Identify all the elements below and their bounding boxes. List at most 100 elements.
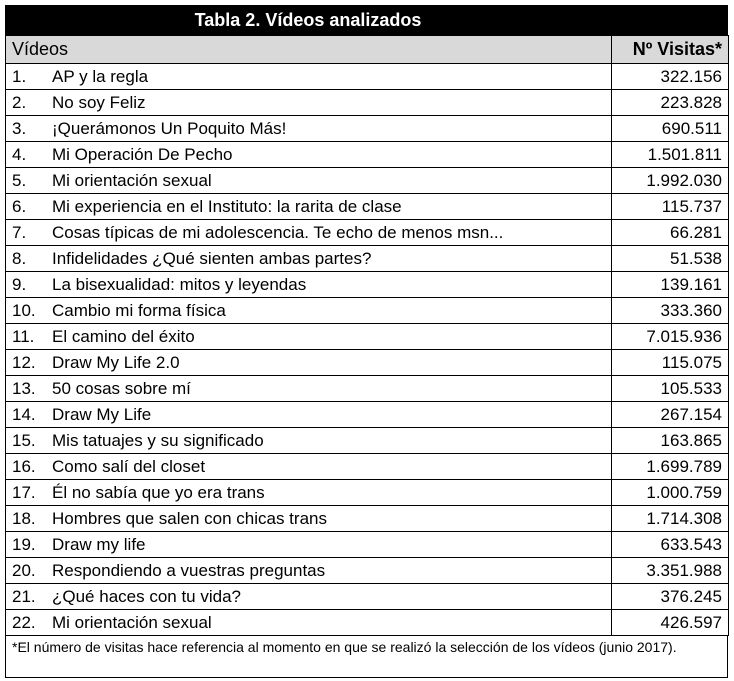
title-bar: Tabla 2. Vídeos analizados: [5, 5, 728, 35]
video-title: El camino del éxito: [52, 326, 195, 346]
video-title: Cosas típicas de mi adolescencia. Te ech…: [52, 222, 504, 242]
row: 16. Como salí del closet 1.699.789: [5, 453, 729, 480]
video-cell: 20. Respondiendo a vuestras preguntas: [5, 557, 612, 584]
visits-cell: 333.360: [611, 297, 729, 324]
video-title: AP y la regla: [52, 66, 149, 86]
visits-cell: 3.351.988: [611, 557, 729, 584]
video-cell: 12. Draw My Life 2.0: [5, 349, 612, 376]
video-title: Draw my life: [52, 534, 146, 554]
video-title: Infidelidades ¿Qué sienten ambas partes?: [52, 248, 372, 268]
visits-cell: 115.737: [611, 193, 729, 220]
row: 2. No soy Feliz 223.828: [5, 89, 729, 116]
row: 5. Mi orientación sexual 1.992.030: [5, 167, 729, 194]
row-number: 3.: [12, 118, 27, 138]
visits-cell: 139.161: [611, 271, 729, 298]
row-number: 2.: [12, 92, 27, 112]
visits-cell: 1.501.811: [611, 141, 729, 168]
row-number: 8.: [12, 248, 27, 268]
video-cell: 8. Infidelidades ¿Qué sienten ambas parte…: [5, 245, 612, 272]
row: 7. Cosas típicas de mi adolescencia. Te e…: [5, 219, 729, 246]
table-document: Tabla 2. Vídeos analizados Vídeos Nº Vis…: [5, 5, 729, 678]
row: 4. Mi Operación De Pecho 1.501.811: [5, 141, 729, 168]
row: 18. Hombres que salen con chicas trans 1.7…: [5, 505, 729, 532]
video-cell: 14. Draw My Life: [5, 401, 612, 428]
video-cell: 13. 50 cosas sobre mí: [5, 375, 612, 402]
video-title: Mis tatuajes y su significado: [52, 430, 264, 450]
video-cell: 16. Como salí del closet: [5, 453, 612, 480]
row-number: 18.: [12, 508, 36, 528]
video-title: Mi orientación sexual: [52, 170, 212, 190]
row: 3. ¡Querámonos Un Poquito Más! 690.511: [5, 115, 729, 142]
row: 13. 50 cosas sobre mí 105.533: [5, 375, 729, 402]
video-cell: 1. AP y la regla: [5, 63, 612, 90]
video-cell: 2. No soy Feliz: [5, 89, 612, 116]
video-title: ¡Querámonos Un Poquito Más!: [52, 118, 287, 138]
row: 21. ¿Qué haces con tu vida? 376.245: [5, 583, 729, 610]
row-number: 19.: [12, 534, 36, 554]
table: Vídeos Nº Visitas* 1. AP y la regla 322.15…: [5, 35, 729, 636]
video-title: ¿Qué haces con tu vida?: [52, 586, 242, 606]
video-cell: 19. Draw my life: [5, 531, 612, 558]
header-row: Vídeos Nº Visitas*: [5, 35, 729, 64]
row: 15. Mis tatuajes y su significado 163.865: [5, 427, 729, 454]
row: 6. Mi experiencia en el Instituto: la rar…: [5, 193, 729, 220]
row-number: 21.: [12, 586, 36, 606]
video-cell: 18. Hombres que salen con chicas trans: [5, 505, 612, 532]
table-body: 1. AP y la regla 322.156 2. No soy Feliz 223.…: [5, 63, 729, 636]
visits-cell: 690.511: [611, 115, 729, 142]
video-cell: 5. Mi orientación sexual: [5, 167, 612, 194]
row-number: 15.: [12, 430, 36, 450]
row-number: 5.: [12, 170, 27, 190]
visits-cell: 426.597: [611, 609, 729, 636]
video-title: Mi orientación sexual: [52, 612, 212, 632]
row: 8. Infidelidades ¿Qué sienten ambas parte…: [5, 245, 729, 272]
row-number: 4.: [12, 144, 27, 164]
video-title: Como salí del closet: [52, 456, 206, 476]
video-cell: 10. Cambio mi forma física: [5, 297, 612, 324]
row-number: 14.: [12, 404, 36, 424]
video-title: Draw My Life: [52, 404, 152, 424]
visits-cell: 7.015.936: [611, 323, 729, 350]
video-title: La bisexualidad: mitos y leyendas: [52, 274, 307, 294]
video-title: Cambio mi forma física: [52, 300, 226, 320]
row: 20. Respondiendo a vuestras preguntas 3.35…: [5, 557, 729, 584]
visits-cell: 322.156: [611, 63, 729, 90]
video-title: Respondiendo a vuestras preguntas: [52, 560, 326, 580]
row: 17. Él no sabía que yo era trans 1.000.759: [5, 479, 729, 506]
row-number: 12.: [12, 352, 36, 372]
visits-cell: 1.699.789: [611, 453, 729, 480]
row: 19. Draw my life 633.543: [5, 531, 729, 558]
video-title: Él no sabía que yo era trans: [52, 482, 265, 502]
video-title: Hombres que salen con chicas trans: [52, 508, 327, 528]
row: 1. AP y la regla 322.156: [5, 63, 729, 90]
video-title: Mi Operación De Pecho: [52, 144, 233, 164]
visits-cell: 105.533: [611, 375, 729, 402]
visits-cell: 267.154: [611, 401, 729, 428]
visits-cell: 1.992.030: [611, 167, 729, 194]
visits-cell: 115.075: [611, 349, 729, 376]
row: 14. Draw My Life 267.154: [5, 401, 729, 428]
title: Tabla 2. Vídeos analizados: [194, 10, 422, 30]
video-title: No soy Feliz: [52, 92, 146, 112]
row-number: 9.: [12, 274, 27, 294]
visits-cell: 633.543: [611, 531, 729, 558]
video-cell: 7. Cosas típicas de mi adolescencia. Te e…: [5, 219, 612, 246]
row-number: 10.: [12, 300, 36, 320]
visits-cell: 66.281: [611, 219, 729, 246]
row-number: 16.: [12, 456, 36, 476]
row-number: 7.: [12, 222, 27, 242]
visits-cell: 1.000.759: [611, 479, 729, 506]
footnote: *El número de visitas hace referencia al…: [5, 636, 728, 678]
visits-cell: 1.714.308: [611, 505, 729, 532]
video-cell: 17. Él no sabía que yo era trans: [5, 479, 612, 506]
header-cell: Vídeos: [5, 35, 612, 64]
row-number: 13.: [12, 378, 36, 398]
video-cell: 11. El camino del éxito: [5, 323, 612, 350]
video-cell: 9. La bisexualidad: mitos y leyendas: [5, 271, 612, 298]
row-number: 6.: [12, 196, 27, 216]
visits-cell: 376.245: [611, 583, 729, 610]
video-cell: 4. Mi Operación De Pecho: [5, 141, 612, 168]
row: 11. El camino del éxito 7.015.936: [5, 323, 729, 350]
video-title: 50 cosas sobre mí: [52, 378, 191, 398]
